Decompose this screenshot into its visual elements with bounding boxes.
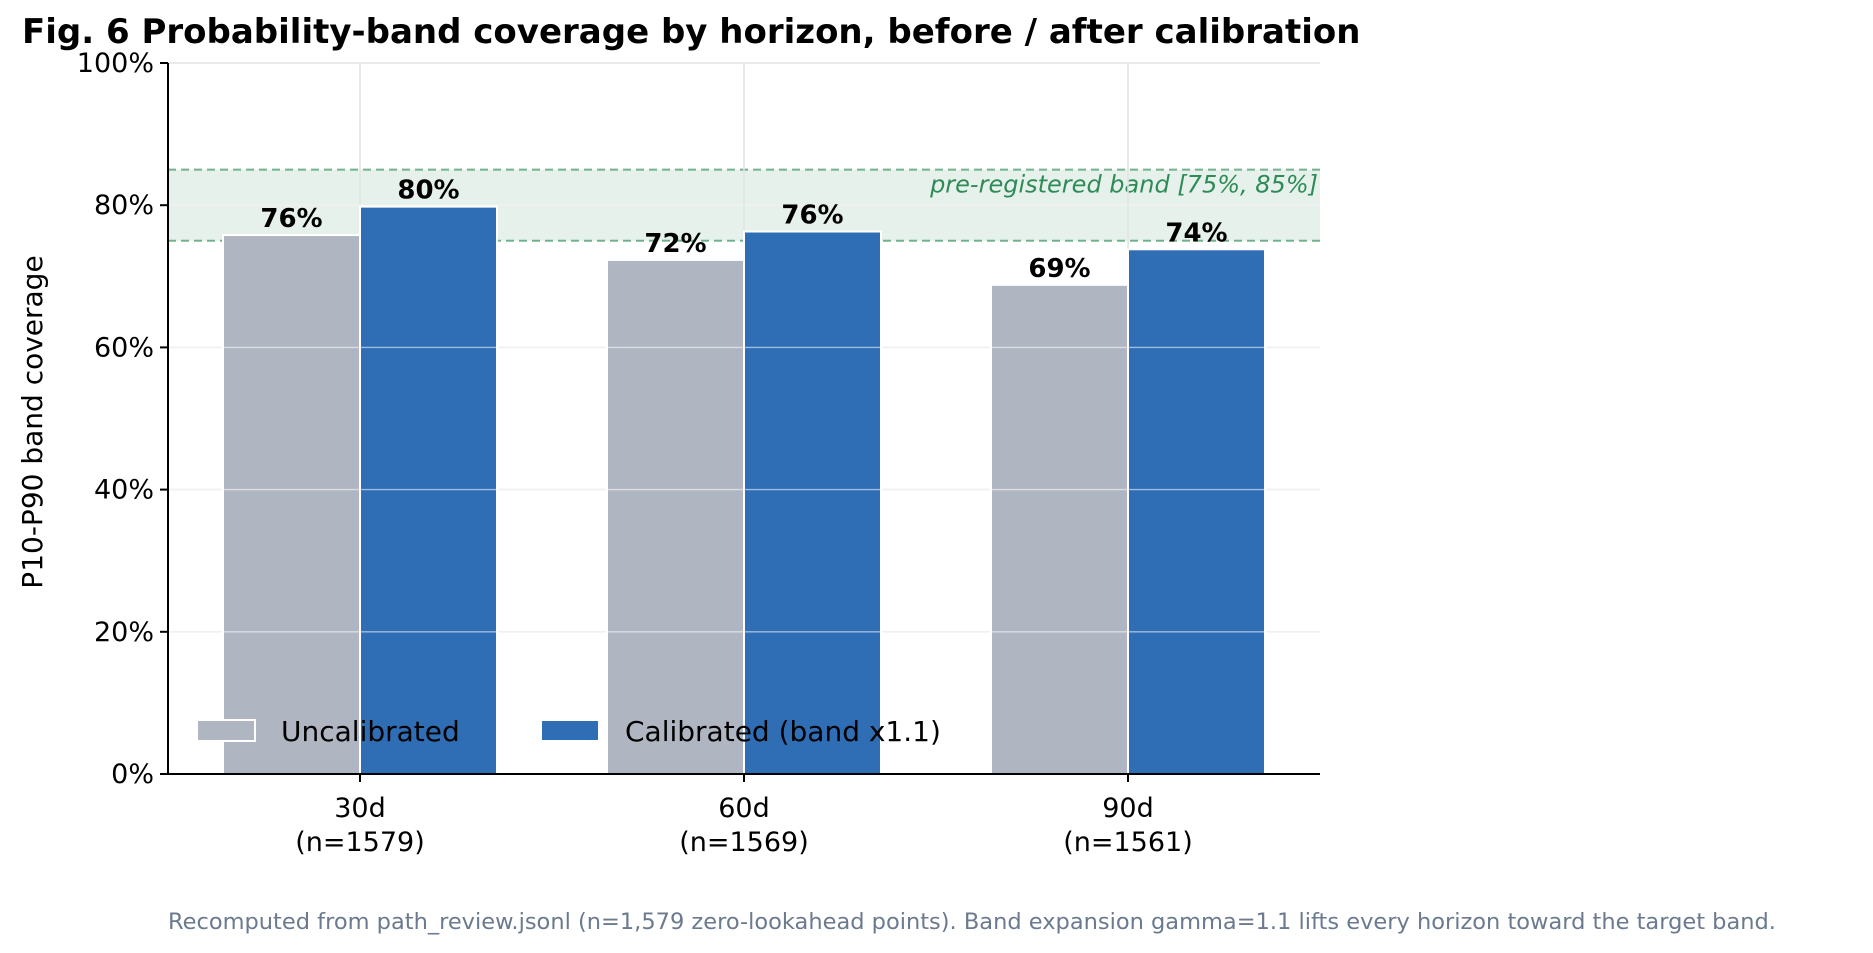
y-tick-label: 100%	[77, 48, 154, 79]
y-tick-label: 20%	[94, 617, 154, 648]
y-tick-label: 40%	[94, 475, 154, 506]
x-tick-sublabel: (n=1561)	[1063, 827, 1193, 858]
bar-value-label: 76%	[260, 204, 322, 234]
bars-layer	[168, 204, 1320, 776]
bar-60d-calibrated	[743, 230, 882, 775]
bar-90d-uncalibrated	[990, 283, 1129, 775]
x-tick-label: 90d	[1102, 793, 1154, 824]
y-tick-label: 0%	[111, 759, 154, 790]
legend-label-calibrated: Calibrated (band x1.1)	[625, 715, 941, 748]
target-band-label: pre-registered band [75%, 85%]	[929, 171, 1318, 199]
labels-layer: 76% 80% 72% 76% 69% 74%	[260, 176, 1227, 284]
y-axis-label: P10-P90 band coverage	[16, 255, 49, 588]
bar-value-label: 80%	[397, 176, 459, 206]
figure-caption: Recomputed from path_review.jsonl (n=1,5…	[168, 909, 1776, 935]
bar-30d-calibrated	[359, 205, 498, 775]
x-tick-label: 30d	[334, 793, 386, 824]
x-tick-label: 60d	[718, 793, 770, 824]
chart-title: Fig. 6 Probability-band coverage by hori…	[22, 12, 1361, 52]
x-tick-sublabel: (n=1569)	[679, 827, 809, 858]
legend-label-uncalibrated: Uncalibrated	[281, 715, 460, 748]
legend-swatch-uncalibrated	[196, 719, 256, 742]
bar-90d-calibrated	[1127, 248, 1266, 776]
axes-layer: 0% 20% 40% 60% 80% 100% 30d(n=1579) 60d(n=1569)…	[77, 48, 1320, 858]
bar-30d-uncalibrated	[222, 234, 361, 775]
y-tick-label: 80%	[94, 190, 154, 221]
bar-value-label: 76%	[781, 201, 843, 231]
bar-value-label: 69%	[1028, 254, 1090, 284]
bar-60d-uncalibrated	[606, 258, 745, 775]
y-tick-label: 60%	[94, 332, 154, 363]
bar-value-label: 72%	[644, 229, 706, 259]
bar-value-label: 74%	[1165, 218, 1227, 248]
legend-swatch-calibrated	[540, 719, 600, 742]
legend: Uncalibrated Calibrated (band x1.1)	[196, 715, 941, 748]
x-tick-sublabel: (n=1579)	[295, 827, 425, 858]
